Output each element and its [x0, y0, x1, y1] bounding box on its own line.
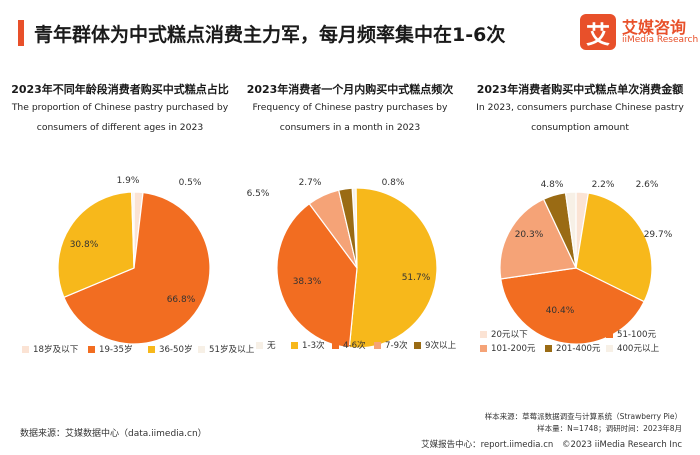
chart2-legend-swatch-2	[332, 342, 339, 349]
logo-name-en: iiMedia Research	[622, 35, 699, 45]
chart2-slice-1	[348, 187, 438, 349]
chart3-slice-2	[500, 267, 645, 345]
chart1-legend-label-1: 19-35岁	[99, 343, 133, 355]
chart3-value-label-0: 2.6%	[636, 180, 659, 190]
chart3-legend-label-0: 20元以下	[491, 330, 528, 340]
chart1-title: 2023年不同年龄段消费者购买中式糕点占比	[11, 83, 229, 96]
chart3-legend-swatch-5	[606, 345, 613, 352]
chart3-slice-1	[575, 192, 653, 303]
chart1-legend-swatch-0	[22, 346, 29, 353]
chart1-legend-swatch-3	[198, 346, 205, 353]
chart3-slice-5	[564, 191, 577, 269]
chart2-legend-swatch-1	[291, 342, 298, 349]
chart1-legend-swatch-2	[148, 346, 155, 353]
chart3-title: 2023年消费者购买中式糕点单次消费金额	[476, 83, 684, 96]
chart2-legend-label-2: 4-6次	[343, 339, 366, 351]
chart2-legend-swatch-3	[374, 342, 381, 349]
chart2-title: 2023年消费者一个月内购买中式糕点频次	[246, 83, 454, 96]
chart2-legend-swatch-0	[256, 342, 263, 349]
copyright-text: ©2023 iiMedia Research Inc	[561, 440, 682, 450]
chart3-legend-swatch-0	[480, 331, 487, 338]
chart1-legend-label-0: 18岁及以下	[33, 343, 79, 355]
chart3-value-label-4: 4.8%	[541, 180, 564, 190]
title-accent-bar	[18, 20, 24, 46]
chart1-legend-swatch-1	[88, 346, 95, 353]
chart2-legend-label-1: 1-3次	[302, 339, 325, 351]
chart3-value-label-2: 40.4%	[546, 306, 575, 316]
chart2-legend-label-3: 7-9次	[385, 339, 408, 351]
chart1-slice-3	[130, 191, 135, 269]
data-source-note: 数据来源：艾媒数据中心（data.iimedia.cn）	[20, 429, 207, 439]
chart2-value-label-4: 2.7%	[299, 178, 322, 188]
chart1-value-label-1: 66.8%	[167, 295, 196, 305]
chart1-slice-1	[63, 191, 211, 345]
chart1-subtitle: The proportion of Chinese pastry purchas…	[11, 102, 229, 133]
sample-source-note: 样本来源：草莓派数据调查与计算系统（Strawberry Pie）	[484, 412, 682, 421]
chart3-legend-swatch-2	[606, 331, 613, 338]
chart3-slice-3	[499, 198, 577, 280]
chart1-slice-2	[57, 191, 135, 299]
chart2-slice-4	[337, 187, 358, 269]
chart3-legend-label-5: 400元以上	[617, 343, 660, 354]
chart1-legend-label-3: 51岁及以上	[209, 343, 255, 355]
chart3-legend-swatch-3	[480, 345, 487, 352]
report-center-link[interactable]: 艾媒报告中心：report.iimedia.cn	[421, 440, 554, 450]
logo-name-cn: 艾媒咨询	[622, 18, 687, 37]
chart3-legend-swatch-4	[545, 345, 552, 352]
chart3-legend-label-4: 201-400元	[556, 344, 601, 354]
chart2-value-label-3: 6.5%	[247, 189, 270, 199]
chart1-legend-label-2: 36-50岁	[159, 343, 193, 355]
chart2-value-label-0: 0.8%	[382, 178, 405, 188]
chart1-value-label-0: 1.9%	[117, 176, 140, 186]
footer-bar: 艾媒报告中心：report.iimedia.cn ©2023 iiMedia R…	[415, 438, 682, 450]
chart2-legend-label-4: 9次以上	[425, 339, 457, 351]
chart1-value-label-2: 30.8%	[70, 240, 99, 250]
logo-icon: 艾	[580, 14, 616, 50]
chart2-legend-swatch-4	[414, 342, 421, 349]
chart2-value-label-1: 51.7%	[402, 273, 431, 283]
chart3-subtitle: In 2023, consumers purchase Chinese past…	[476, 102, 684, 133]
chart3-value-label-5: 2.2%	[592, 180, 615, 190]
chart3-value-label-3: 20.3%	[515, 230, 544, 240]
chart2-slice-2	[276, 202, 358, 349]
chart3-value-label-1: 29.7%	[644, 230, 673, 240]
chart3-legend-label-3: 101-200元	[491, 344, 536, 354]
sample-info-note: 样本量：N=1748；调研时间：2023年8月	[537, 424, 682, 433]
chart3-legend-label-2: 51-100元	[617, 330, 656, 340]
page-title: 青年群体为中式糕点消费主力军，每月频率集中在1-6次	[34, 24, 506, 46]
chart2-value-label-2: 38.3%	[293, 277, 322, 287]
chart2-subtitle: Frequency of Chinese pastry purchases by…	[252, 102, 448, 133]
chart1-value-label-3: 0.5%	[179, 178, 202, 188]
chart2-legend-label-0: 无	[267, 340, 276, 351]
